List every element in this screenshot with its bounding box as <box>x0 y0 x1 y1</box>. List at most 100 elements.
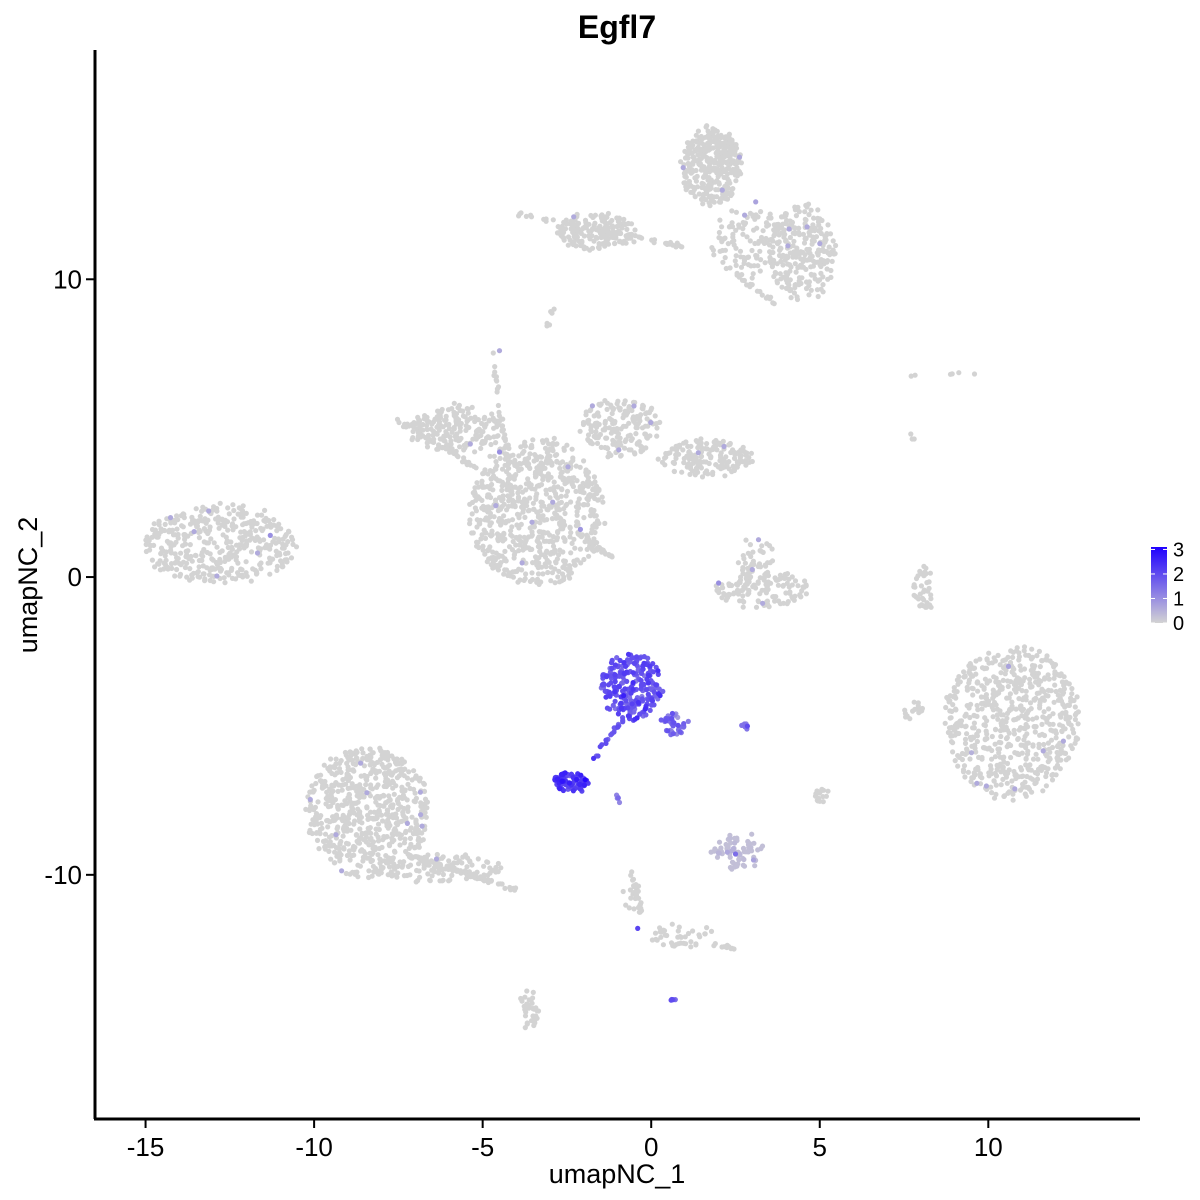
data-point <box>189 572 195 578</box>
data-point <box>568 460 574 466</box>
data-point <box>732 840 738 846</box>
data-point <box>149 534 155 540</box>
data-point <box>748 263 754 269</box>
data-point <box>992 754 999 760</box>
data-point <box>753 604 760 610</box>
data-point <box>583 409 589 415</box>
data-point <box>389 805 395 811</box>
data-point <box>600 241 606 247</box>
data-point <box>538 579 544 585</box>
data-point <box>254 512 261 518</box>
data-point <box>1004 715 1010 721</box>
data-point <box>604 435 610 441</box>
data-point <box>411 420 417 426</box>
data-point <box>475 417 481 423</box>
data-point <box>532 471 539 477</box>
data-point <box>161 527 168 534</box>
data-point <box>588 507 595 513</box>
data-point <box>951 685 957 691</box>
data-point <box>757 248 763 254</box>
data-point <box>248 578 254 584</box>
data-point <box>555 495 561 501</box>
data-point <box>963 711 969 717</box>
data-point <box>585 469 592 475</box>
data-point <box>623 902 629 908</box>
data-point <box>550 217 556 223</box>
data-point <box>530 500 537 506</box>
data-point <box>737 248 744 254</box>
data-point <box>402 421 408 427</box>
data-point <box>610 702 616 709</box>
data-point <box>488 494 494 501</box>
data-point <box>795 583 801 589</box>
data-point <box>732 851 739 857</box>
data-point <box>677 729 683 735</box>
data-point <box>251 536 258 542</box>
data-point <box>921 589 927 595</box>
data-point <box>602 216 608 222</box>
data-point <box>382 834 388 840</box>
data-point <box>783 270 789 276</box>
data-point <box>594 424 600 430</box>
data-point <box>621 401 627 407</box>
data-point <box>534 491 540 497</box>
data-point <box>515 486 522 492</box>
data-point <box>979 775 985 781</box>
data-point <box>205 530 211 537</box>
data-point <box>604 673 610 679</box>
data-point <box>454 860 460 866</box>
data-point <box>920 595 926 602</box>
data-point <box>1045 672 1051 678</box>
data-point <box>318 778 325 784</box>
data-point <box>384 749 391 756</box>
data-point <box>714 854 721 860</box>
data-point <box>908 431 914 437</box>
data-point <box>950 740 956 746</box>
data-point <box>696 932 702 938</box>
data-point <box>908 373 914 379</box>
data-point <box>665 728 671 734</box>
data-point <box>669 997 675 1003</box>
data-point <box>975 688 981 694</box>
data-point <box>917 568 923 575</box>
data-point <box>989 704 995 710</box>
data-point <box>338 758 344 764</box>
data-point <box>712 941 718 947</box>
data-point <box>727 440 733 447</box>
data-point <box>577 488 583 495</box>
data-point <box>741 599 747 605</box>
data-point <box>595 753 601 759</box>
data-point <box>501 501 507 507</box>
data-point <box>330 764 336 770</box>
data-point <box>1005 654 1011 660</box>
data-point <box>1008 754 1014 761</box>
data-point <box>581 458 587 464</box>
data-point <box>1066 734 1072 740</box>
data-point <box>804 246 810 253</box>
data-point <box>524 503 530 509</box>
data-point <box>559 578 565 584</box>
data-point <box>552 580 558 586</box>
data-point <box>522 514 528 521</box>
data-point <box>488 520 494 526</box>
data-point <box>369 786 375 792</box>
data-point <box>1041 697 1047 703</box>
data-point <box>631 403 637 409</box>
data-point <box>191 529 197 535</box>
data-point <box>371 809 377 815</box>
data-point <box>235 560 241 566</box>
data-point <box>557 465 563 471</box>
data-point <box>787 268 793 274</box>
data-point <box>418 803 424 810</box>
data-point <box>494 531 501 537</box>
data-point <box>554 230 561 236</box>
data-point <box>483 530 489 536</box>
data-point <box>395 800 401 807</box>
data-point <box>587 492 593 499</box>
data-point <box>611 729 617 735</box>
data-point <box>745 838 751 845</box>
data-point <box>629 655 635 661</box>
data-point <box>513 542 519 548</box>
data-point <box>243 559 249 565</box>
data-point <box>390 872 396 878</box>
